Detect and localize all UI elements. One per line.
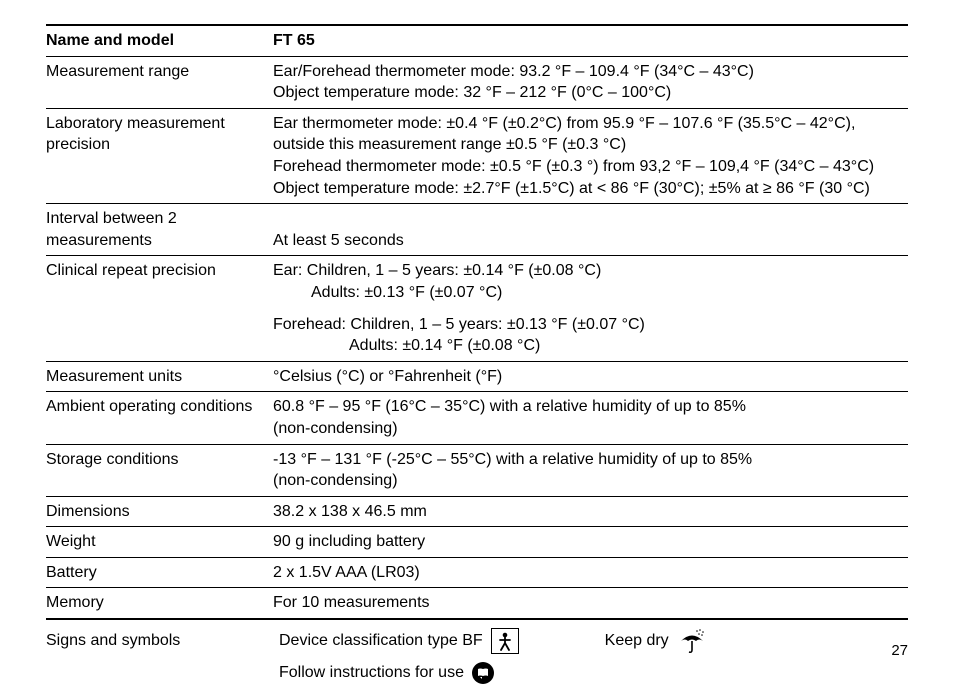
row-value-line: For 10 measurements: [273, 592, 902, 614]
signs-row-1-right: Device classification type BF Keep dry: [279, 628, 908, 654]
row-value-line: °Celsius (°C) or °Fahrenheit (°F): [273, 366, 902, 388]
signs-label: Signs and symbols: [46, 632, 279, 650]
row-value-line: At least 5 seconds: [273, 230, 902, 252]
row-name: Weight: [46, 527, 273, 558]
row-name: Clinical repeat precision: [46, 256, 273, 361]
manual-icon: [472, 662, 494, 684]
row-value: At least 5 seconds: [273, 204, 908, 256]
table-row: Interval between 2 measurementsAt least …: [46, 204, 908, 256]
table-row: Measurement rangeEar/Forehead thermomete…: [46, 56, 908, 108]
row-value-line: Adults: ±0.14 °F (±0.08 °C): [273, 335, 902, 357]
row-value-line: (non-condensing): [273, 418, 902, 440]
signs-row-1: Signs and symbols Device classification …: [46, 628, 908, 654]
row-value: °Celsius (°C) or °Fahrenheit (°F): [273, 361, 908, 392]
row-value-line: Ear: Children, 1 – 5 years: ±0.14 °F (±0…: [273, 260, 902, 282]
row-value-line: Ear/Forehead thermometer mode: 93.2 °F –…: [273, 61, 902, 83]
row-name: Memory: [46, 588, 273, 619]
row-name: Laboratory measurement precision: [46, 108, 273, 203]
row-value-line: outside this measurement range ±0.5 °F (…: [273, 134, 902, 156]
signs-and-symbols: Signs and symbols Device classification …: [46, 628, 908, 684]
table-row: Laboratory measurement precisionEar ther…: [46, 108, 908, 203]
row-name: Interval between 2 measurements: [46, 204, 273, 256]
row-value-line: Adults: ±0.13 °F (±0.07 °C): [273, 282, 902, 304]
row-value-line: 38.2 x 138 x 46.5 mm: [273, 501, 902, 523]
page: Name and modelFT 65Measurement rangeEar/…: [0, 0, 954, 675]
row-name: Dimensions: [46, 496, 273, 527]
row-value-line: Forehead: Children, 1 – 5 years: ±0.13 °…: [273, 314, 902, 336]
table-row: Measurement units°Celsius (°C) or °Fahre…: [46, 361, 908, 392]
spec-table: Name and modelFT 65Measurement rangeEar/…: [46, 24, 908, 620]
row-value-line: Ear thermometer mode: ±0.4 °F (±0.2°C) f…: [273, 113, 902, 135]
table-row: Storage conditions-13 °F – 131 °F (-25°C…: [46, 444, 908, 496]
row-value: Ear thermometer mode: ±0.4 °F (±0.2°C) f…: [273, 108, 908, 203]
row-value-line: [273, 304, 902, 314]
row-value-line: (non-condensing): [273, 470, 902, 492]
table-row: Weight90 g including battery: [46, 527, 908, 558]
row-name: Storage conditions: [46, 444, 273, 496]
row-value-line: Object temperature mode: ±2.7°F (±1.5°C)…: [273, 178, 902, 200]
page-number: 27: [891, 642, 908, 659]
table-row: Clinical repeat precisionEar: Children, …: [46, 256, 908, 361]
row-value: Ear: Children, 1 – 5 years: ±0.14 °F (±0…: [273, 256, 908, 361]
follow-instructions-text: Follow instructions for use: [279, 664, 464, 682]
header-right: FT 65: [273, 25, 908, 56]
signs-row-2: Follow instructions for use: [46, 662, 908, 684]
row-value: For 10 measurements: [273, 588, 908, 619]
table-header-row: Name and modelFT 65: [46, 25, 908, 56]
spec-tbody: Name and modelFT 65Measurement rangeEar/…: [46, 25, 908, 619]
umbrella-icon: [677, 628, 707, 654]
header-left: Name and model: [46, 25, 273, 56]
row-value: 38.2 x 138 x 46.5 mm: [273, 496, 908, 527]
table-row: Dimensions38.2 x 138 x 46.5 mm: [46, 496, 908, 527]
row-name: Measurement range: [46, 56, 273, 108]
row-name: Measurement units: [46, 361, 273, 392]
row-name: Ambient operating conditions: [46, 392, 273, 444]
table-row: MemoryFor 10 measurements: [46, 588, 908, 619]
row-value-line: 90 g including battery: [273, 531, 902, 553]
row-value-line: -13 °F – 131 °F (-25°C – 55°C) with a re…: [273, 449, 902, 471]
signs-row-2-right: Follow instructions for use: [279, 662, 908, 684]
row-name: Battery: [46, 557, 273, 588]
row-value: 90 g including battery: [273, 527, 908, 558]
row-value: 2 x 1.5V AAA (LR03): [273, 557, 908, 588]
row-value-line: 2 x 1.5V AAA (LR03): [273, 562, 902, 584]
table-row: Battery2 x 1.5V AAA (LR03): [46, 557, 908, 588]
row-value-line: 60.8 °F – 95 °F (16°C – 35°C) with a rel…: [273, 396, 902, 418]
row-value: Ear/Forehead thermometer mode: 93.2 °F –…: [273, 56, 908, 108]
table-row: Ambient operating conditions60.8 °F – 95…: [46, 392, 908, 444]
keep-dry-text: Keep dry: [605, 632, 669, 650]
bf-text: Device classification type BF: [279, 632, 483, 650]
row-value: -13 °F – 131 °F (-25°C – 55°C) with a re…: [273, 444, 908, 496]
type-bf-icon: [491, 628, 519, 654]
row-value-line: Object temperature mode: 32 °F – 212 °F …: [273, 82, 902, 104]
row-value: 60.8 °F – 95 °F (16°C – 35°C) with a rel…: [273, 392, 908, 444]
row-value-line: Forehead thermometer mode: ±0.5 °F (±0.3…: [273, 156, 902, 178]
